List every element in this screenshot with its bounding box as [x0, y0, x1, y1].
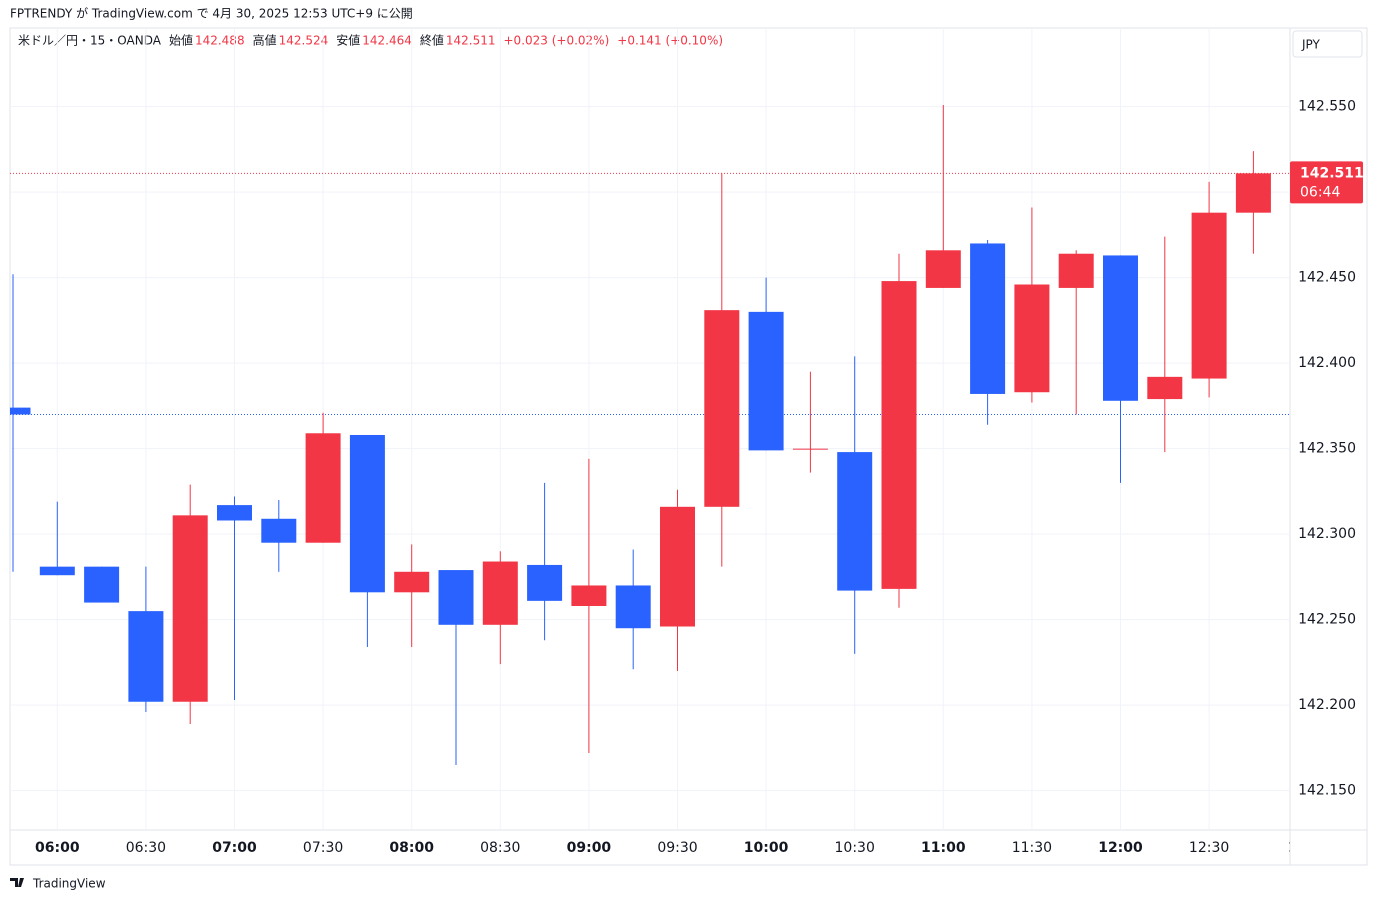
x-tick-label: 11:30 [1012, 840, 1052, 856]
candle-body [970, 243, 1006, 394]
plot [10, 28, 1290, 830]
legend-text: 始値 [169, 33, 193, 48]
candle-body [305, 433, 341, 543]
candle-body [527, 564, 563, 601]
last-price-box [1290, 161, 1363, 204]
legend-text: +0.023 (+0.02%) [504, 34, 610, 48]
candle-body [1014, 284, 1050, 393]
y-tick-label: 142.250 [1298, 612, 1356, 628]
candle-body [438, 570, 474, 625]
candle-body [261, 518, 297, 543]
candle-body [837, 452, 873, 591]
candle-body [39, 566, 75, 576]
candle-body [1235, 173, 1271, 213]
candle-body [615, 585, 651, 629]
legend-text: 142.511 [446, 34, 496, 48]
x-tick-label: 12:00 [1098, 840, 1143, 856]
x-tick-label: 06:30 [126, 840, 166, 856]
candle-body [660, 506, 695, 627]
x-tick-label: 12:30 [1189, 840, 1229, 856]
candle-body [217, 505, 252, 521]
candle-body [172, 515, 208, 702]
candle-body [84, 566, 120, 603]
x-tick-label: 09:30 [657, 840, 697, 856]
legend-text: 142.488 [195, 34, 245, 48]
x-tick-label: 10:00 [744, 840, 789, 856]
x-tick-label: 11:00 [921, 840, 966, 856]
candle-body [792, 448, 828, 450]
y-tick-label: 142.200 [1298, 697, 1356, 713]
legend-text: +0.141 (+0.10%) [617, 34, 723, 48]
y-tick-label: 142.400 [1298, 355, 1356, 371]
y-tick-label: 142.450 [1298, 270, 1356, 286]
legend: 米ドル／円・15・OANDA 始値 142.488 高値 142.524 安値 142.46… [18, 33, 723, 48]
legend-text: 米ドル／円・15・OANDA [18, 34, 162, 48]
x-tick-label: 07:00 [212, 840, 257, 856]
candle-body [1191, 212, 1227, 379]
time-axis: 06:00 06:30 07:00 07:30 08:00 08:30 09:00 09:30… [35, 840, 1307, 856]
x-tick-label: 10:30 [835, 840, 875, 856]
x-tick-label: 08:30 [480, 840, 520, 856]
candle-body [748, 311, 784, 451]
candle-body [128, 611, 164, 702]
y-tick-label: 142.350 [1298, 441, 1356, 457]
candle-body [1147, 376, 1183, 400]
x-tick-label: 09:00 [567, 840, 612, 856]
x-tick-label: 06:00 [35, 840, 80, 856]
logo [10, 878, 24, 887]
candle-body [704, 310, 740, 507]
x-tick-label: 07:30 [303, 840, 343, 856]
candle-body [349, 434, 385, 593]
footer: TradingView [32, 877, 106, 891]
candle-body [925, 250, 961, 288]
legend-text: 142.524 [279, 34, 329, 48]
currency-box[interactable] [1292, 30, 1363, 58]
y-tick-label: 142.300 [1298, 526, 1356, 542]
candle-body [482, 561, 518, 625]
frame [9, 27, 1368, 866]
publish-header: FPTRENDY が TradingView.com で 4月 30, 2025… [10, 6, 413, 21]
last-price-label: 142.511 [1300, 165, 1364, 181]
y-tick-label: 142.150 [1298, 783, 1356, 799]
candle-body [571, 585, 607, 606]
legend-text: 安値 [336, 33, 360, 48]
legend-text: 高値 [253, 33, 277, 48]
candle-body [881, 281, 917, 589]
currency[interactable]: JPY [1301, 38, 1321, 52]
legend-text: 終値 [420, 33, 444, 48]
candle-body [1103, 255, 1138, 401]
countdown: 06:44 [1300, 184, 1340, 200]
x-tick-label: 08:00 [389, 840, 434, 856]
candle-body [394, 571, 430, 593]
y-tick-label: 142.550 [1298, 99, 1356, 115]
candle-body [10, 407, 31, 415]
legend-text: 142.464 [362, 34, 412, 48]
x-tick-label: 13 [1288, 840, 1307, 856]
candle-body [1058, 253, 1094, 288]
